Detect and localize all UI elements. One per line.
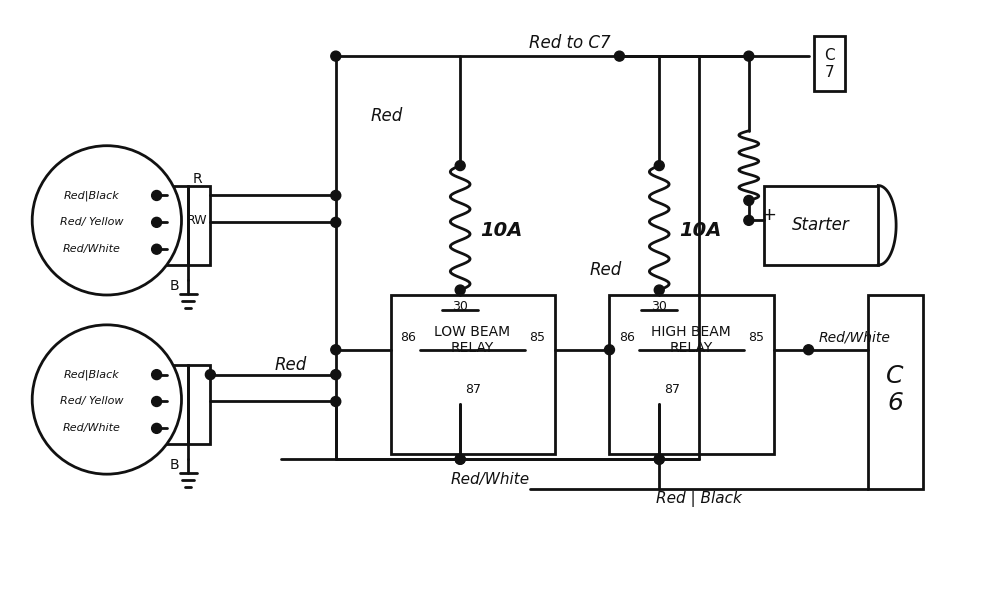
Circle shape: [654, 454, 664, 464]
Circle shape: [455, 454, 465, 464]
Text: 30: 30: [452, 300, 468, 313]
Text: RW: RW: [187, 214, 208, 227]
Text: Red to C7: Red to C7: [529, 34, 610, 52]
Circle shape: [205, 369, 215, 379]
Circle shape: [744, 215, 754, 225]
Circle shape: [654, 454, 664, 464]
Text: C
7: C 7: [824, 48, 835, 80]
Text: Red | Black: Red | Black: [656, 491, 742, 507]
Bar: [188, 365, 210, 444]
Text: Red|Black: Red|Black: [64, 369, 120, 380]
Circle shape: [331, 397, 341, 407]
Circle shape: [331, 190, 341, 200]
Circle shape: [32, 325, 182, 474]
Text: 10A: 10A: [679, 221, 722, 240]
Circle shape: [331, 369, 341, 379]
Text: 86: 86: [619, 332, 635, 345]
Text: Red/White: Red/White: [818, 331, 890, 345]
Circle shape: [331, 345, 341, 355]
Circle shape: [331, 51, 341, 61]
Circle shape: [152, 423, 162, 433]
Circle shape: [152, 397, 162, 407]
Text: 87: 87: [664, 383, 680, 396]
Text: R: R: [193, 171, 202, 186]
Text: C
6: C 6: [886, 363, 904, 415]
Circle shape: [455, 454, 465, 464]
Text: Red: Red: [590, 261, 622, 279]
Text: LOW BEAM
RELAY: LOW BEAM RELAY: [434, 324, 510, 355]
Text: 85: 85: [529, 332, 545, 345]
Circle shape: [744, 51, 754, 61]
Text: B: B: [170, 279, 180, 293]
Bar: [814, 36, 845, 91]
Text: +: +: [761, 206, 776, 225]
Text: Red: Red: [371, 107, 403, 125]
Text: 10A: 10A: [480, 221, 522, 240]
Text: Red/White: Red/White: [63, 244, 121, 254]
Bar: [868, 295, 923, 489]
Text: Red|Black: Red|Black: [64, 190, 120, 201]
Circle shape: [32, 146, 182, 295]
Text: 85: 85: [748, 332, 764, 345]
Circle shape: [654, 161, 664, 171]
Text: Red/ Yellow: Red/ Yellow: [60, 397, 124, 407]
Text: Red/White: Red/White: [63, 423, 121, 433]
Circle shape: [614, 51, 624, 61]
Text: B: B: [170, 458, 180, 472]
Circle shape: [152, 369, 162, 379]
Circle shape: [152, 217, 162, 228]
Bar: [188, 186, 210, 265]
Text: Starter: Starter: [792, 216, 849, 234]
Text: HIGH BEAM
RELAY: HIGH BEAM RELAY: [651, 324, 731, 355]
Text: 86: 86: [400, 332, 416, 345]
Bar: [609, 295, 774, 454]
Circle shape: [331, 217, 341, 228]
Bar: [167, 186, 188, 265]
Bar: [391, 295, 555, 454]
Bar: [167, 365, 188, 444]
Circle shape: [804, 345, 814, 355]
Bar: [764, 186, 878, 265]
Text: Red/White: Red/White: [450, 472, 530, 486]
Text: Red: Red: [275, 356, 307, 374]
Circle shape: [152, 190, 162, 200]
Text: 87: 87: [465, 383, 481, 396]
Circle shape: [455, 285, 465, 295]
Text: 30: 30: [651, 300, 667, 313]
Circle shape: [654, 285, 664, 295]
Circle shape: [455, 161, 465, 171]
Circle shape: [605, 345, 614, 355]
Circle shape: [744, 196, 754, 206]
Circle shape: [152, 244, 162, 254]
Text: Red/ Yellow: Red/ Yellow: [60, 217, 124, 228]
